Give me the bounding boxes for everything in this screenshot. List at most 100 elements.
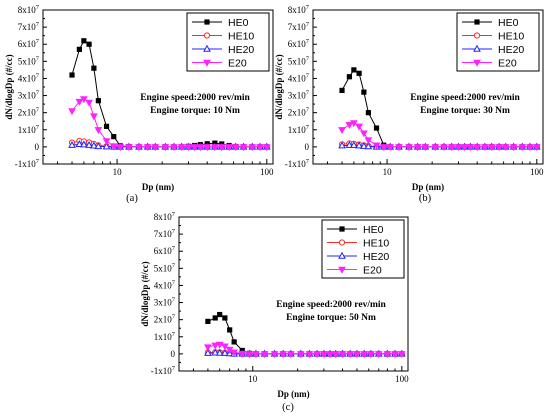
- y-tick-label: 7x107: [18, 21, 40, 32]
- legend-box: [186, 12, 270, 72]
- y-tick-exponent: 7: [36, 124, 40, 131]
- legend-label: HE0: [363, 224, 384, 236]
- y-tick-mantissa: 6x10: [288, 39, 307, 49]
- data-point: [190, 144, 199, 152]
- legend-label: HE20: [228, 44, 254, 56]
- data-point: [440, 144, 448, 152]
- data-point: [345, 140, 354, 148]
- series-e20: [338, 120, 541, 152]
- data-point: [205, 318, 211, 324]
- data-point: [196, 144, 205, 152]
- data-point: [227, 327, 233, 333]
- legend-marker: [203, 32, 211, 39]
- y-tick-label: 1x107: [154, 331, 176, 342]
- y-tick-label: -1x107: [151, 365, 176, 376]
- legend-marker: [473, 44, 481, 52]
- y-tick-exponent: 7: [36, 107, 40, 114]
- y-tick-mantissa: 6x10: [18, 39, 37, 49]
- data-point: [331, 351, 340, 359]
- data-point: [346, 351, 354, 359]
- y-tick-exponent: 7: [36, 21, 40, 28]
- data-point: [211, 342, 220, 350]
- data-point: [501, 144, 510, 152]
- data-point: [296, 351, 305, 359]
- data-point: [286, 351, 295, 359]
- y-tick-mantissa: 2x10: [18, 108, 37, 118]
- y-tick-label: 5x107: [288, 55, 310, 66]
- data-point: [221, 343, 229, 351]
- y-tick-exponent: 7: [36, 90, 40, 97]
- data-point: [397, 351, 406, 359]
- legend-marker: [203, 44, 211, 52]
- data-point: [211, 144, 219, 152]
- data-point: [431, 144, 440, 152]
- y-tick-label: 1x107: [288, 124, 310, 135]
- y-tick-mantissa: 5x10: [288, 56, 307, 66]
- data-point: [215, 348, 224, 356]
- data-point: [91, 65, 97, 71]
- data-point: [495, 144, 503, 152]
- y-tick-mantissa: -1x10: [285, 159, 306, 169]
- y-tick-exponent: 7: [306, 124, 310, 131]
- data-point: [103, 123, 110, 129]
- y-tick-label: 6x107: [288, 38, 310, 49]
- data-point: [161, 144, 170, 152]
- data-point: [356, 70, 362, 76]
- data-point: [256, 144, 264, 152]
- data-point: [80, 96, 88, 104]
- y-tick-mantissa: 4x10: [18, 73, 37, 83]
- legend-marker: [473, 32, 481, 39]
- y-tick-mantissa: 0: [305, 142, 310, 152]
- data-point: [111, 134, 117, 140]
- y-tick-mantissa: 1x10: [18, 125, 37, 135]
- data-point: [102, 138, 111, 146]
- data-point: [135, 144, 143, 152]
- data-point: [350, 141, 358, 149]
- data-point: [346, 74, 352, 80]
- data-point: [94, 142, 103, 150]
- data-point: [230, 349, 238, 357]
- data-point: [361, 89, 367, 95]
- data-point: [86, 41, 92, 47]
- y-tick-label: 6x107: [18, 38, 40, 49]
- y-tick-exponent: 7: [36, 4, 40, 11]
- x-tick-label: 10: [113, 167, 123, 177]
- y-tick-label: 3x107: [288, 90, 310, 101]
- x-tick-label: 100: [395, 374, 409, 384]
- data-point: [151, 144, 160, 152]
- y-tick-exponent: 7: [172, 228, 176, 235]
- data-point: [76, 46, 82, 52]
- y-axis-label: dN/dlogDp (#/cc): [140, 261, 150, 326]
- engine-condition-label: Engine torque: 30 Nm: [420, 106, 510, 116]
- y-tick-exponent: 7: [306, 107, 310, 114]
- y-tick-exponent: 7: [306, 158, 310, 165]
- y-tick-label: -1x107: [15, 158, 40, 169]
- data-point: [421, 144, 430, 152]
- data-point: [231, 339, 237, 345]
- data-point: [231, 144, 240, 152]
- data-point: [203, 144, 212, 152]
- data-point: [248, 144, 257, 152]
- data-point: [80, 140, 88, 148]
- data-point: [238, 350, 247, 358]
- chart-panel-c: -1x10701x1072x1073x1074x1075x1076x1077x1…: [140, 211, 409, 413]
- series-he20: [68, 140, 271, 150]
- y-tick-exponent: 7: [172, 211, 176, 218]
- y-tick-mantissa: 2x10: [154, 315, 173, 325]
- data-point: [260, 351, 269, 359]
- data-point: [90, 113, 98, 121]
- y-tick-label: 2x107: [154, 314, 176, 325]
- y-tick-label: 4x107: [18, 72, 40, 83]
- data-point: [466, 144, 475, 152]
- data-point: [447, 144, 456, 152]
- legend-marker: [473, 59, 481, 67]
- data-point: [143, 144, 152, 152]
- y-tick-exponent: 7: [172, 279, 176, 286]
- y-tick-label: 0: [35, 142, 40, 152]
- panel-caption: (c): [282, 402, 294, 413]
- x-tick-label: 10: [383, 167, 393, 177]
- y-tick-exponent: 7: [306, 21, 310, 28]
